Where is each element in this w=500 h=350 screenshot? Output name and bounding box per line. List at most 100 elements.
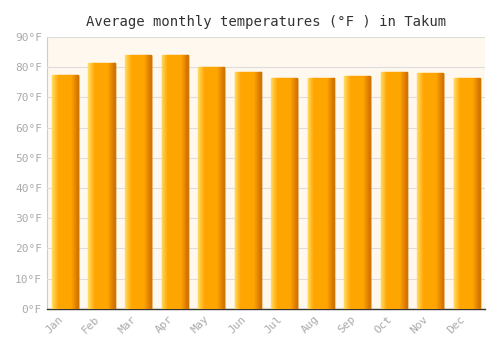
Bar [253,72,254,309]
Bar [289,78,290,309]
Bar [460,78,461,309]
Bar [58,75,59,309]
Bar [387,72,388,309]
Bar [250,72,251,309]
Bar [283,78,284,309]
Bar [417,74,418,309]
Bar [89,63,90,309]
Bar [432,74,433,309]
Bar [76,75,77,309]
Bar [235,72,236,309]
Bar [97,63,98,309]
Bar [100,63,101,309]
Bar [68,75,69,309]
Bar [57,75,58,309]
Bar [472,78,474,309]
Bar [174,55,176,309]
Bar [385,72,386,309]
Bar [474,78,476,309]
Bar [210,67,211,309]
Bar [125,55,126,309]
Bar [362,76,363,309]
Bar [390,72,391,309]
Bar [93,63,94,309]
Bar [141,55,142,309]
Bar [355,76,356,309]
Bar [406,72,407,309]
Bar [468,78,469,309]
Bar [241,72,242,309]
Bar [392,72,393,309]
Bar [252,72,253,309]
Bar [65,75,66,309]
Bar [418,74,419,309]
Bar [291,78,292,309]
Bar [440,74,442,309]
Bar [223,67,224,309]
Bar [128,55,129,309]
Bar [77,75,78,309]
Bar [150,55,152,309]
Bar [421,74,422,309]
Bar [287,78,288,309]
Bar [279,78,280,309]
Bar [359,76,360,309]
Bar [344,76,346,309]
Bar [92,63,93,309]
Bar [218,67,219,309]
Bar [108,63,109,309]
Bar [470,78,472,309]
Bar [310,78,311,309]
Bar [318,78,320,309]
Bar [198,67,200,309]
Bar [130,55,131,309]
Bar [391,72,392,309]
Bar [357,76,358,309]
Bar [333,78,334,309]
Bar [465,78,466,309]
Bar [428,74,429,309]
Bar [395,72,396,309]
Bar [94,63,95,309]
Bar [131,55,132,309]
Bar [110,63,111,309]
Bar [88,63,89,309]
Bar [244,72,245,309]
Bar [286,78,287,309]
Bar [346,76,348,309]
Bar [431,74,432,309]
Bar [60,75,61,309]
Bar [381,72,382,309]
Bar [211,67,212,309]
Bar [285,78,286,309]
Bar [176,55,178,309]
Bar [238,72,239,309]
Bar [358,76,359,309]
Bar [234,72,235,309]
Bar [98,63,99,309]
Bar [273,78,274,309]
Title: Average monthly temperatures (°F ) in Takum: Average monthly temperatures (°F ) in Ta… [86,15,446,29]
Bar [254,72,255,309]
Bar [294,78,296,309]
Bar [243,72,244,309]
Bar [282,78,283,309]
Bar [102,63,103,309]
Bar [277,78,278,309]
Bar [313,78,314,309]
Bar [369,76,370,309]
Bar [330,78,331,309]
Bar [204,67,205,309]
Bar [62,75,63,309]
Bar [317,78,318,309]
Bar [260,72,261,309]
Bar [296,78,298,309]
Bar [240,72,241,309]
Bar [257,72,258,309]
Bar [396,72,397,309]
Bar [91,63,92,309]
Bar [209,67,210,309]
Bar [314,78,315,309]
Bar [292,78,294,309]
Bar [280,78,281,309]
